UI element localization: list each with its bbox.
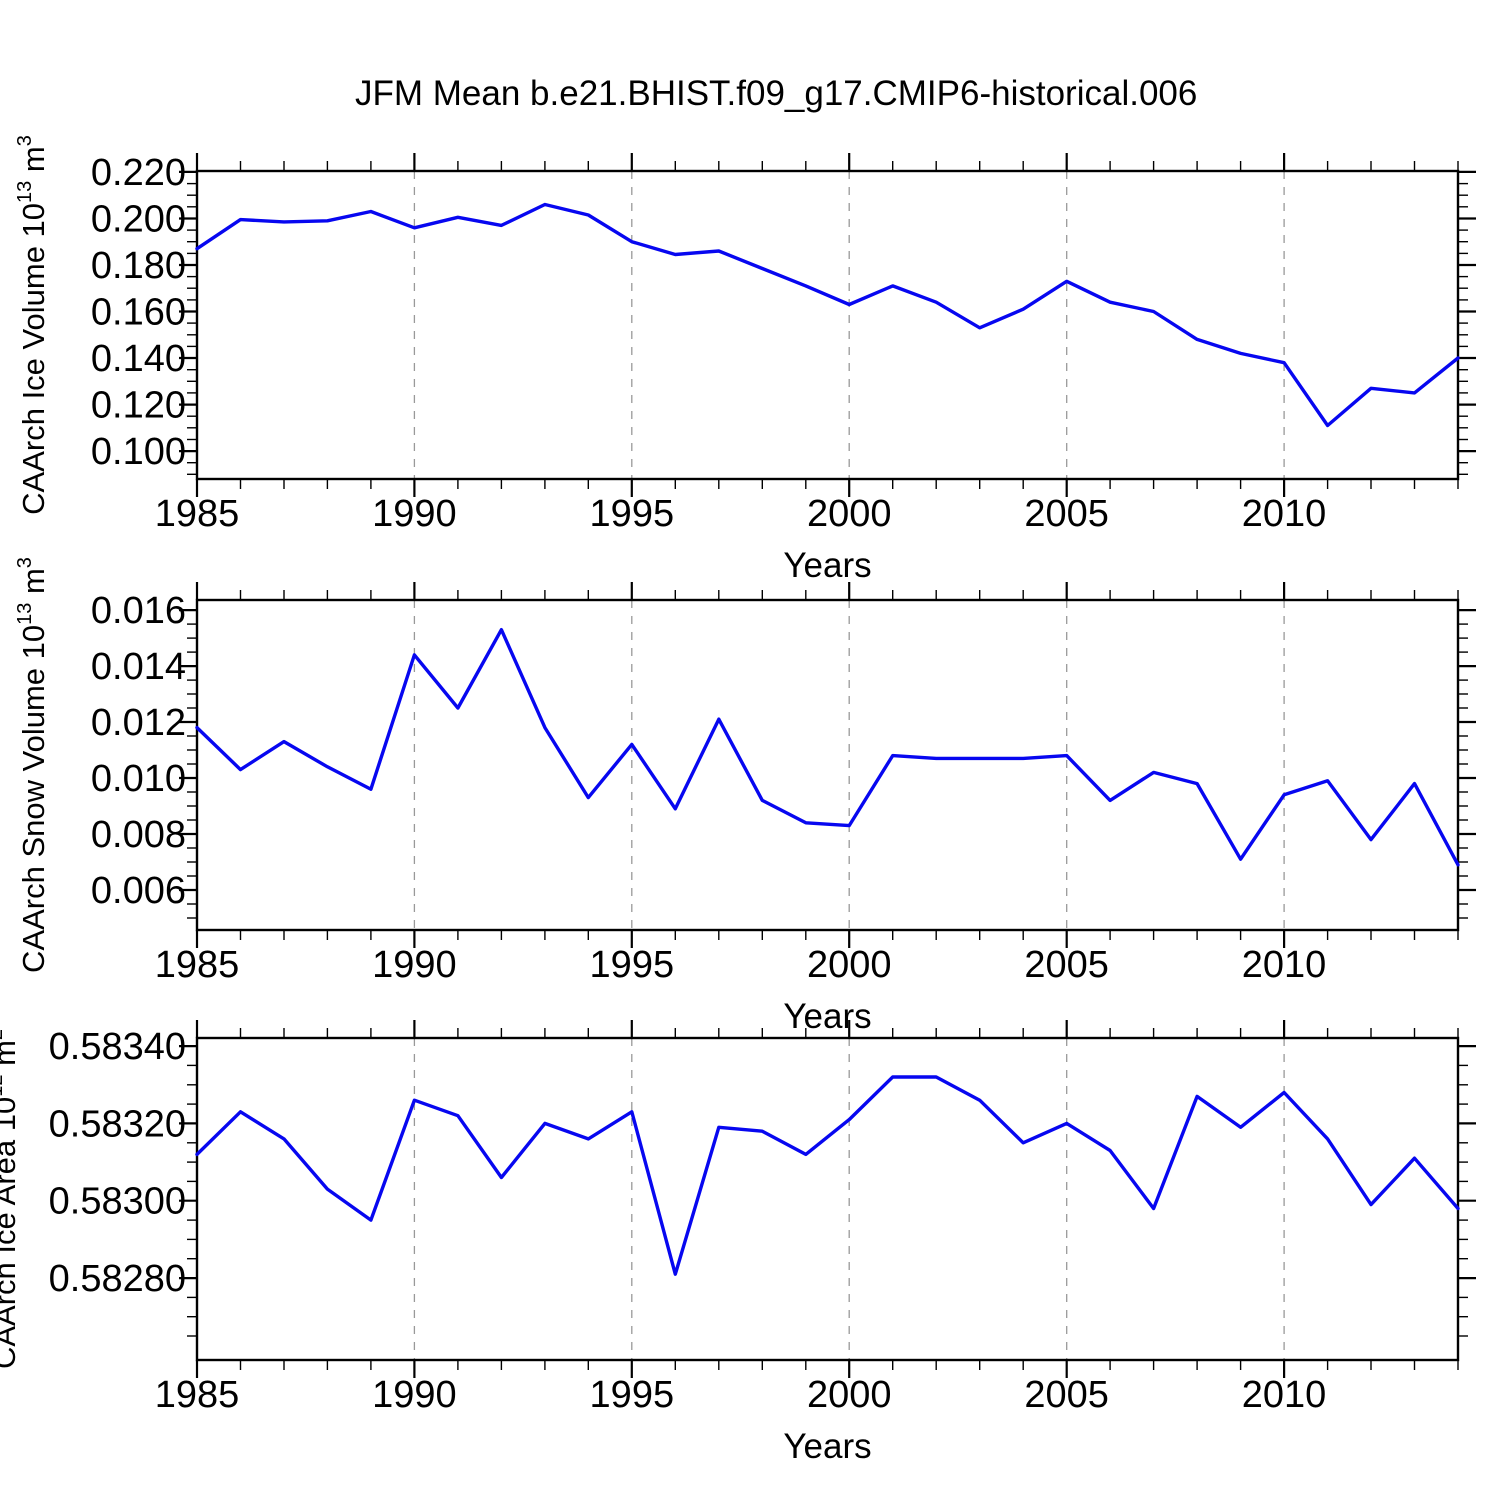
y-tick-label: 0.220 xyxy=(91,152,186,194)
y-tick-label: 0.58340 xyxy=(49,1026,186,1068)
plot-frame xyxy=(195,598,1460,932)
y-tick-label: 0.58300 xyxy=(49,1181,186,1223)
x-tick-label: 2005 xyxy=(1024,1374,1109,1416)
y-tick-label: 0.100 xyxy=(91,431,186,473)
y-tick-label: 0.120 xyxy=(91,385,186,427)
x-tick-label: 2000 xyxy=(807,944,892,986)
chart-title: JFM Mean b.e21.BHIST.f09_g17.CMIP6-histo… xyxy=(355,74,1198,113)
x-tick-label: 2010 xyxy=(1242,1374,1327,1416)
x-axis-title: Years xyxy=(783,546,871,585)
y-tick-label: 0.014 xyxy=(91,646,186,688)
x-tick-label: 1990 xyxy=(372,944,457,986)
x-axis-title: Years xyxy=(783,997,871,1036)
x-tick-label: 2000 xyxy=(807,1374,892,1416)
x-tick-label: 1995 xyxy=(590,1374,675,1416)
plot-frame xyxy=(195,169,1460,481)
y-tick-label: 0.140 xyxy=(91,338,186,380)
x-tick-label: 2010 xyxy=(1242,493,1327,535)
x-tick-label: 2005 xyxy=(1024,493,1109,535)
x-tick-label: 1990 xyxy=(372,493,457,535)
x-tick-label: 1995 xyxy=(590,493,675,535)
x-tick-label: 1990 xyxy=(372,1374,457,1416)
x-tick-label: 2010 xyxy=(1242,944,1327,986)
y-axis-title-ice-area: CAArch Ice Area 1012 m2 xyxy=(0,1029,22,1369)
panel-snow-volume: 1985 1990 1995 2000 2005 2010 0.006 0.008 0.010 0… xyxy=(14,557,1476,1036)
y-axis-title-ice-volume: CAArch Ice Volume 1013 m3 xyxy=(14,135,51,515)
y-tick-label: 0.180 xyxy=(91,245,186,287)
y-tick-label: 0.58320 xyxy=(49,1103,186,1145)
series-line-ice-area xyxy=(195,1075,1460,1276)
y-tick-label: 0.008 xyxy=(91,814,186,856)
y-tick-label: 0.010 xyxy=(91,758,186,800)
series-line-ice-volume xyxy=(195,202,1460,428)
y-tick-label: 0.200 xyxy=(91,198,186,240)
series-line-snow-volume xyxy=(195,628,1460,867)
y-tick-label: 0.006 xyxy=(91,870,186,912)
y-tick-label: 0.58280 xyxy=(49,1258,186,1300)
x-tick-label: 2005 xyxy=(1024,944,1109,986)
x-tick-label: 1985 xyxy=(155,1374,240,1416)
panel-ice-area: 1985 1990 1995 2000 2005 2010 0.58280 0.58300 0.… xyxy=(0,1020,1476,1466)
y-tick-label: 0.012 xyxy=(91,702,186,744)
x-tick-label: 1995 xyxy=(590,944,675,986)
plot-frame xyxy=(195,1036,1460,1362)
x-axis-title: Years xyxy=(783,1427,871,1466)
x-tick-label: 2000 xyxy=(807,493,892,535)
panel-ice-volume: 1985 1990 1995 2000 2005 20100.1000.1200.1400… xyxy=(14,135,1476,585)
x-tick-label: 1985 xyxy=(155,944,240,986)
y-tick-label: 0.016 xyxy=(91,590,186,632)
y-axis-title-snow-volume: CAArch Snow Volume 1013 m3 xyxy=(14,557,51,973)
x-tick-label: 1985 xyxy=(155,493,240,535)
y-tick-label: 0.160 xyxy=(91,292,186,334)
